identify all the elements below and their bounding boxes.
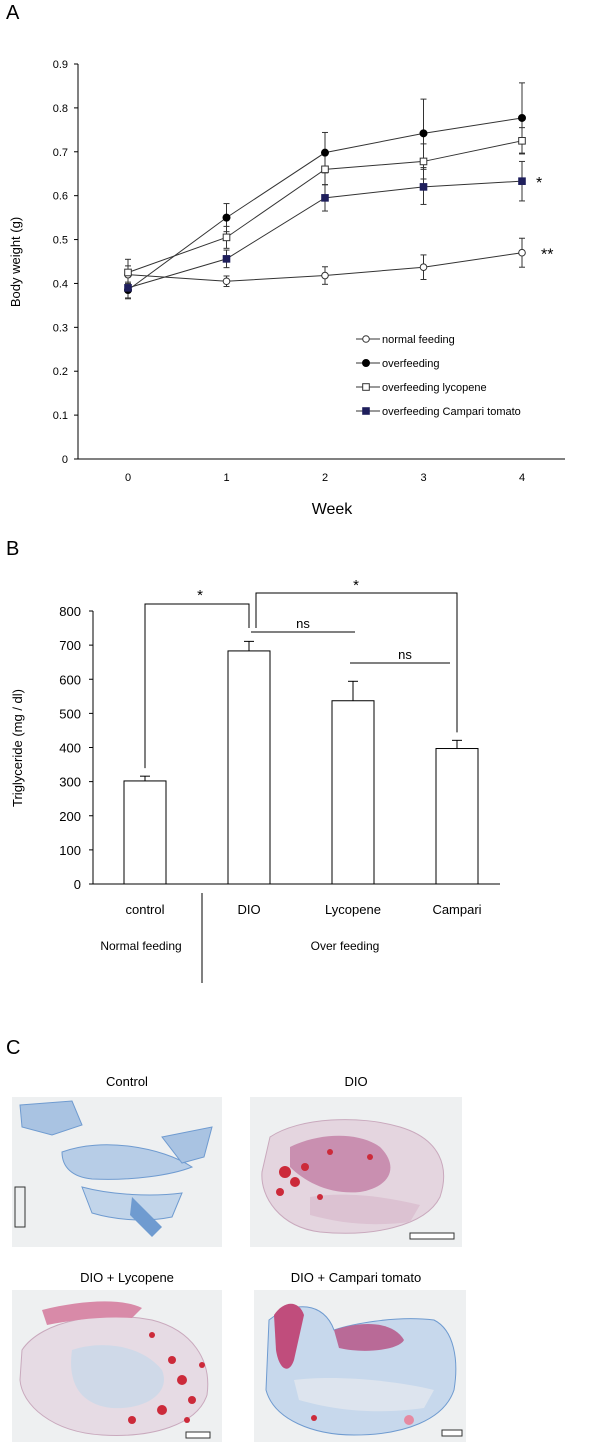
chart-a-y-tick-label: 0.2 [53, 366, 68, 378]
chart-b-significance: * * ns ns [144, 577, 458, 769]
chart-b-y-tick-label: 0 [74, 877, 81, 892]
chart-a-x-tick-label: 1 [223, 472, 229, 484]
chart-a-legend-marker [362, 335, 370, 343]
micrograph-title-control: Control [106, 1074, 148, 1089]
chart-a-point [124, 284, 132, 292]
chart-b-category-label: control [125, 902, 164, 917]
micrograph-dio-lycopene [12, 1290, 222, 1442]
chart-b-y-tick-label: 800 [59, 604, 81, 619]
micrograph-title-dio: DIO [344, 1074, 368, 1089]
chart-b-bar [227, 650, 271, 885]
panel-label-a: A [6, 2, 20, 24]
micrograph-dio [250, 1097, 462, 1247]
chart-a-axes: 0 0.1 0.2 0.3 0.4 0.5 0.6 0.7 0.8 0.9 0 1 2 3 4 [53, 59, 565, 484]
chart-b-y-tick-label: 300 [59, 775, 81, 790]
chart-a-x-axis-label: Week [312, 501, 354, 518]
chart-b-bars: control DIO Lycopene Campari [123, 640, 482, 917]
chart-b-y-axis-label: Triglyceride (mg / dl) [10, 689, 25, 807]
panel-label-c: C [6, 1037, 21, 1059]
chart-a-y-tick-label: 0.8 [53, 103, 68, 115]
chart-a-y-tick-label: 0.4 [53, 278, 68, 290]
chart-a-y-tick-label: 0.3 [53, 322, 68, 334]
chart-a-series: *** [124, 82, 553, 300]
chart-a-legend-marker [362, 383, 370, 391]
micrograph-dio-campari [254, 1290, 466, 1442]
micrograph-title-dio-lycopene: DIO + Lycopene [80, 1270, 174, 1285]
chart-b-significance-label: ns [296, 616, 310, 631]
chart-a-point [321, 271, 329, 280]
chart-a-x-tick-label: 4 [519, 472, 525, 484]
chart-b-groups: Normal feeding Over feeding [100, 893, 379, 983]
chart-a-x-tick-label: 0 [125, 472, 131, 484]
chart-a-legend-label: overfeeding Campari tomato [382, 406, 521, 418]
chart-b-y-tick-label: 600 [59, 672, 81, 687]
chart-a-point [419, 183, 428, 191]
chart-a-x-tick-label: 3 [420, 472, 426, 484]
chart-a-point [222, 277, 231, 286]
chart-b-group-label: Over feeding [311, 939, 380, 953]
chart-a-significance-marker: ** [541, 247, 553, 264]
body-weight-line-chart: 00.10.20.30.40.50.60.70.80.90 1 2 3 4 *** no… [8, 59, 565, 518]
triglyceride-bar-chart: 0 100 200 300 400 500 600 700 800 control DIO Lyco… [10, 577, 500, 983]
chart-b-category-label: Lycopene [325, 902, 381, 917]
chart-b-significance-label: ns [398, 647, 412, 662]
chart-a-point [222, 233, 231, 242]
chart-b-y-tick-label: 500 [59, 706, 81, 721]
chart-a-y-tick-label: 0.7 [53, 147, 68, 159]
chart-b-group-label: Normal feeding [100, 939, 181, 953]
chart-b-y-tick-label: 100 [59, 843, 81, 858]
chart-a-point [321, 194, 329, 202]
chart-a-point [419, 129, 428, 138]
chart-a-legend-label: overfeeding lycopene [382, 382, 487, 394]
chart-a-y-tick-label: 0.6 [53, 191, 68, 203]
micrograph-title-dio-campari: DIO + Campari tomato [290, 1270, 422, 1285]
chart-a-y-axis-label: Body weight (g) [8, 217, 23, 307]
chart-a-point [419, 157, 428, 166]
chart-a-point [222, 255, 231, 263]
chart-a-legend: normal feeding overfeeding overfeeding lyc… [356, 334, 521, 418]
chart-a-point [518, 137, 526, 145]
chart-a-y-tick-label: 0 [62, 454, 68, 466]
chart-b-bracket [255, 592, 458, 733]
chart-a-point [321, 165, 329, 174]
panel-label-b: B [6, 538, 20, 560]
chart-b-y-tick-label: 200 [59, 809, 81, 824]
chart-b-category-label: DIO [237, 902, 260, 917]
chart-a-point [321, 148, 329, 157]
chart-a-legend-marker [362, 359, 370, 367]
chart-a-y-tick-label: 0.9 [53, 59, 68, 71]
chart-a-point [124, 268, 132, 277]
chart-b-significance-label: * [197, 587, 203, 604]
chart-a-point [518, 248, 526, 257]
chart-a-legend-label: overfeeding [382, 358, 440, 370]
chart-a-legend-marker [362, 407, 370, 415]
chart-a-y-tick-label: 0.5 [53, 235, 68, 247]
chart-a-significance-marker: * [536, 175, 542, 192]
chart-b-y-tick-label: 400 [59, 741, 81, 756]
chart-b-bracket [144, 603, 250, 769]
chart-a-point [518, 177, 526, 185]
chart-a-point [419, 263, 428, 272]
chart-a-point [222, 213, 231, 222]
chart-a-y-tick-label: 0.1 [53, 410, 68, 422]
chart-b-axes: 0 100 200 300 400 500 600 700 800 [59, 604, 500, 892]
chart-b-bar [123, 780, 167, 885]
chart-b-significance-label: * [353, 577, 359, 594]
chart-b-y-tick-label: 700 [59, 638, 81, 653]
chart-b-bar [435, 748, 479, 885]
chart-b-bar [331, 700, 375, 885]
chart-a-x-tick-label: 2 [322, 472, 328, 484]
micrograph-control [12, 1097, 222, 1247]
chart-b-category-label: Campari [432, 902, 481, 917]
chart-a-legend-label: normal feeding [382, 334, 455, 346]
chart-a-point [518, 113, 526, 122]
